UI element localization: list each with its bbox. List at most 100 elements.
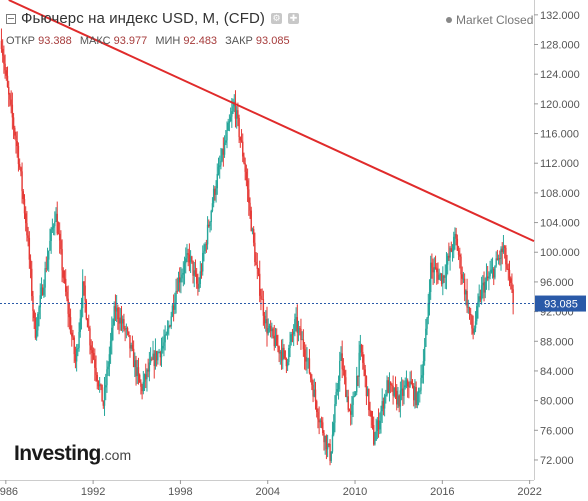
candle-down: [26, 223, 28, 236]
candle-down: [398, 395, 400, 407]
candle-down: [29, 259, 32, 269]
candle-down: [21, 171, 23, 192]
candle-down: [91, 350, 94, 354]
candle-down: [499, 258, 501, 259]
candle-down: [461, 274, 463, 279]
investing-logo: Investing .com: [14, 442, 131, 466]
candle-up: [429, 262, 432, 293]
candle-up: [444, 276, 446, 278]
candle-down: [172, 305, 175, 310]
candle-down: [128, 331, 130, 336]
expand-icon[interactable]: ✚: [288, 13, 300, 24]
candle-down: [284, 350, 286, 359]
candle-up: [425, 328, 427, 347]
candle-up: [209, 221, 211, 227]
candle-up: [500, 248, 502, 259]
candle-up: [35, 330, 38, 338]
candle-up: [403, 387, 405, 396]
candle-down: [0, 40, 3, 49]
candle-up: [182, 272, 185, 275]
candle-down: [255, 262, 257, 266]
candle-down: [243, 156, 245, 164]
candle-down: [341, 353, 343, 370]
candle-down: [369, 409, 371, 412]
candle-up: [476, 306, 478, 322]
candle-down: [300, 329, 302, 340]
candle-up: [108, 354, 111, 367]
candle-down: [512, 289, 514, 304]
candle-up: [442, 275, 444, 285]
ohlc-low-label: МИН: [155, 35, 181, 47]
candle-down: [1, 48, 4, 56]
candle-up: [158, 351, 160, 353]
candle-down: [373, 425, 375, 445]
candle-up: [375, 431, 377, 441]
candle-down: [280, 351, 283, 361]
candle-up: [146, 369, 148, 380]
chart-title: Фьючерс на индекс USD, M, (CFD): [21, 10, 266, 27]
candle-up: [154, 351, 157, 366]
candle-up: [148, 362, 151, 372]
candle-down: [124, 328, 126, 330]
candle-up: [294, 319, 296, 332]
candle-up: [170, 316, 172, 327]
candle-up: [228, 121, 231, 123]
status-dot-icon: [446, 17, 452, 23]
candle-down: [460, 256, 462, 275]
candle-down: [6, 75, 9, 88]
collapse-icon[interactable]: [6, 13, 16, 24]
candle-up: [221, 148, 223, 161]
candle-down: [389, 382, 392, 385]
candle-up: [494, 265, 496, 278]
trend-line[interactable]: [8, 0, 535, 243]
candle-up: [216, 173, 218, 189]
candle-up: [405, 380, 408, 386]
settings-icon[interactable]: ⚙: [271, 13, 283, 24]
candle-down: [256, 265, 258, 269]
candle-down: [88, 327, 90, 329]
candle-up: [106, 369, 108, 386]
candle-down: [362, 351, 364, 363]
candle-up: [215, 188, 217, 195]
candle-up: [40, 287, 43, 296]
candle-up: [105, 385, 107, 388]
candle-down: [240, 140, 243, 142]
candle-down: [312, 384, 314, 397]
candle-up: [490, 269, 493, 273]
candle-up: [330, 451, 332, 461]
candle-down: [15, 135, 17, 142]
candle-up: [414, 387, 416, 401]
ohlc-high-value: 93.977: [113, 35, 148, 47]
candle-up: [331, 434, 334, 452]
ohlc-high-label: МАКС: [79, 35, 111, 47]
candle-down: [41, 287, 44, 295]
candle-down: [205, 244, 208, 246]
candle-down: [65, 279, 67, 292]
candle-down: [123, 319, 125, 329]
candle-down: [368, 388, 370, 410]
candle-up: [386, 380, 388, 396]
candle-down: [329, 443, 331, 461]
candle-up: [265, 319, 267, 324]
candle-up: [186, 253, 188, 259]
candle-down: [434, 267, 437, 269]
candle-up: [181, 274, 183, 279]
candle-up: [290, 334, 292, 342]
candle-up: [449, 248, 451, 258]
candle-up: [54, 221, 56, 227]
candle-down: [238, 117, 240, 138]
candle-up: [380, 411, 382, 421]
candle-down: [276, 335, 278, 346]
candle-up: [319, 420, 322, 423]
candle-up: [217, 166, 220, 174]
candle-up: [109, 341, 112, 355]
candle-down: [254, 242, 256, 263]
candle-up: [223, 142, 226, 155]
candle-up: [388, 382, 391, 393]
candle-down: [479, 296, 482, 300]
candle-up: [451, 250, 454, 252]
candle-up: [225, 140, 227, 143]
candle-down: [360, 344, 363, 352]
